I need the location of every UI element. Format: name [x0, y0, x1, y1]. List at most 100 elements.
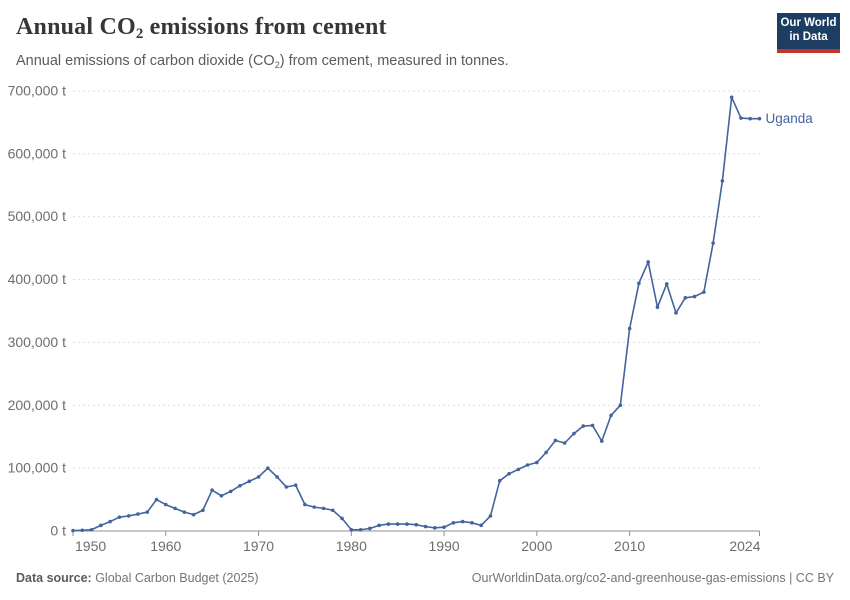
owid-logo[interactable]: Our World in Data [777, 13, 840, 53]
data-point [228, 489, 233, 494]
data-point [377, 523, 381, 528]
data-point [711, 241, 715, 245]
credit-link[interactable]: OurWorldinData.org/co2-and-greenhouse-ga… [471, 571, 834, 585]
data-point [535, 460, 539, 465]
data-point [136, 512, 140, 516]
data-point [525, 463, 530, 467]
data-source-label: Data source: [16, 571, 92, 585]
data-point [757, 116, 762, 121]
data-point [572, 431, 576, 436]
data-point [479, 523, 483, 528]
owid-logo-line1: Our World [780, 17, 837, 30]
y-axis-tick-label: 100,000 t [8, 460, 66, 476]
data-point [414, 522, 419, 527]
x-axis-tick-label: 2010 [614, 538, 645, 554]
y-axis-tick-label: 200,000 t [8, 397, 66, 413]
y-axis-tick-label: 600,000 t [8, 145, 66, 161]
data-point [386, 522, 391, 526]
data-point [108, 519, 112, 524]
data-point [581, 424, 586, 428]
owid-logo-line2: in Data [789, 31, 828, 43]
data-point [395, 522, 400, 526]
data-point [358, 527, 363, 532]
data-point [516, 467, 521, 472]
data-point [507, 472, 511, 476]
data-point [256, 475, 261, 479]
data-point [423, 524, 428, 529]
data-point [627, 326, 632, 331]
data-point [433, 526, 437, 530]
data-point [609, 413, 613, 418]
data-point [191, 512, 196, 517]
x-axis-tick-label: 1950 [75, 538, 106, 554]
data-point [247, 479, 252, 484]
data-point [702, 290, 706, 294]
x-axis-tick-label: 2000 [521, 538, 552, 554]
data-point [655, 305, 660, 310]
y-axis-tick-label: 300,000 t [8, 334, 66, 350]
data-point [664, 282, 669, 286]
data-point [303, 502, 307, 507]
data-point [720, 179, 725, 183]
data-point [562, 441, 567, 445]
data-point [266, 466, 270, 470]
data-point [293, 483, 298, 487]
data-point [210, 488, 214, 492]
data-point [330, 508, 335, 513]
x-axis-tick-label: 1970 [243, 538, 274, 554]
data-point [674, 311, 678, 315]
data-point [544, 450, 548, 455]
data-point [553, 438, 558, 443]
data-point [80, 528, 85, 533]
data-point [89, 527, 94, 532]
data-point [683, 296, 688, 300]
data-point [238, 483, 242, 488]
data-point [442, 525, 446, 530]
data-point [405, 522, 409, 526]
y-axis-tick-label: 700,000 t [8, 83, 66, 99]
data-point [748, 116, 753, 121]
data-source-value: Global Carbon Budget (2025) [91, 571, 259, 585]
data-point [460, 519, 465, 524]
data-point [275, 475, 279, 479]
chart-title: Annual CO2 emissions from cement [16, 14, 387, 43]
data-point [349, 527, 354, 532]
data-point [637, 281, 641, 286]
data-point [154, 497, 159, 502]
chart-subtitle: Annual emissions of carbon dioxide (CO2)… [16, 53, 509, 70]
data-line-uganda [72, 96, 761, 532]
data-point [497, 478, 502, 483]
data-point [368, 526, 372, 531]
data-point [599, 439, 604, 443]
data-point [312, 505, 317, 509]
y-axis-tick-label: 400,000 t [8, 271, 66, 287]
data-point [618, 403, 623, 408]
data-point [590, 423, 595, 428]
data-point [126, 514, 131, 518]
data-point [488, 514, 493, 518]
y-axis-tick-label: 0 t [50, 523, 66, 539]
chart-title-subscript: 2 [135, 26, 144, 43]
data-point [117, 515, 122, 519]
x-axis-tick-label: 2024 [729, 538, 760, 554]
data-point [219, 494, 224, 498]
data-point [321, 506, 326, 511]
data-point [729, 95, 734, 100]
y-axis-tick-label: 500,000 t [8, 208, 66, 224]
chart-title-rest: emissions from cement [143, 14, 387, 40]
data-point [145, 510, 150, 514]
data-point [173, 506, 177, 511]
data-point [182, 510, 187, 514]
data-source-note: Data source: Global Carbon Budget (2025) [16, 571, 259, 585]
data-point [201, 508, 205, 513]
data-point [692, 294, 697, 299]
chart-title-text: Annual CO [16, 14, 136, 40]
data-point [163, 502, 168, 507]
x-axis-tick-label: 1980 [336, 538, 367, 554]
x-axis-tick-label: 1990 [429, 538, 460, 554]
data-point [470, 521, 474, 525]
data-point [739, 116, 743, 120]
data-point [646, 260, 650, 264]
data-point [99, 523, 103, 528]
